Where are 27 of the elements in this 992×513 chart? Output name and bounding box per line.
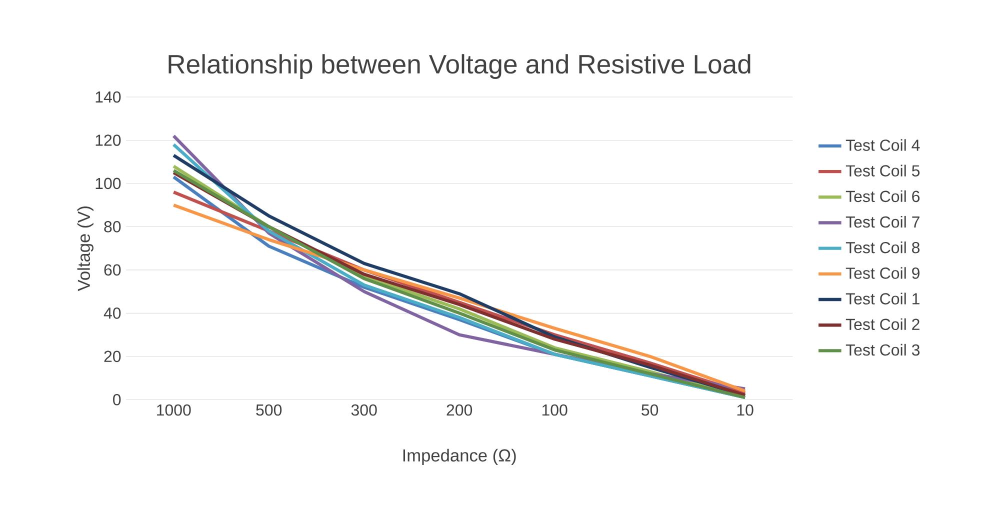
x-tick-label: 1000 [157, 404, 191, 416]
legend-label: Test Coil 6 [846, 190, 920, 202]
y-tick-label: 0 [113, 394, 121, 406]
x-tick-label: 10 [737, 404, 754, 416]
legend-label: Test Coil 8 [846, 242, 920, 254]
y-axis-title: Voltage (V) [77, 206, 94, 292]
x-tick-label: 300 [351, 404, 377, 416]
y-tick-label: 20 [104, 350, 121, 362]
legend-label: Test Coil 2 [846, 318, 920, 330]
legend-label: Test Coil 1 [846, 292, 920, 304]
x-tick-label: 50 [642, 404, 658, 416]
y-tick-label: 120 [96, 134, 121, 146]
legend-label: Test Coil 7 [846, 216, 920, 228]
y-tick-label: 100 [96, 178, 121, 190]
chart-title: Relationship between Voltage and Resistive Load [168, 54, 750, 79]
y-tick-label: 140 [96, 91, 121, 103]
y-tick-label: 80 [104, 221, 121, 232]
legend-label: Test Coil 3 [846, 344, 920, 356]
x-tick-label: 100 [542, 404, 568, 416]
y-tick-label: 40 [104, 308, 121, 319]
x-axis-title: Impedance (Ω) [403, 448, 516, 465]
x-tick-label: 200 [446, 404, 472, 416]
legend-label: Test Coil 4 [846, 139, 920, 151]
legend-label: Test Coil 5 [846, 164, 920, 176]
x-tick-label: 500 [256, 404, 282, 416]
legend-label: Test Coil 9 [846, 267, 920, 279]
y-tick-label: 60 [104, 264, 121, 276]
